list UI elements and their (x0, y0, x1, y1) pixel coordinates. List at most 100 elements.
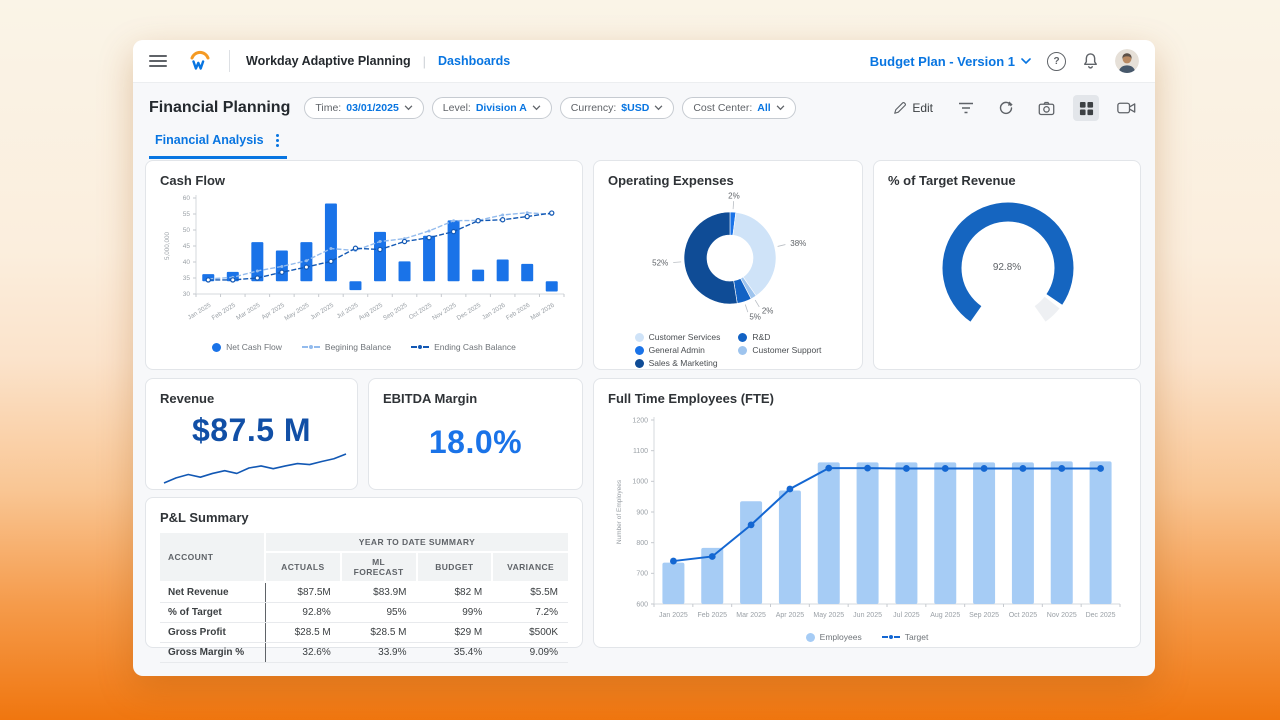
svg-text:Apr 2025: Apr 2025 (776, 612, 805, 619)
svg-text:800: 800 (636, 540, 648, 547)
legend-sales-marketing: Sales & Marketing (634, 358, 721, 368)
camera-icon (1038, 101, 1054, 115)
pencil-icon (894, 101, 907, 114)
tab-financial-analysis[interactable]: Financial Analysis (149, 133, 287, 159)
svg-text:700: 700 (636, 571, 648, 578)
avatar[interactable] (1115, 49, 1139, 73)
dashboard-window: Workday Adaptive Planning | Dashboards B… (133, 40, 1155, 676)
svg-text:May 2025: May 2025 (283, 301, 311, 322)
svg-text:Number of Employees: Number of Employees (616, 479, 623, 544)
target-revenue-card: % of Target Revenue 92.8% (873, 160, 1141, 370)
nav-dashboards-link[interactable]: Dashboards (438, 54, 511, 68)
svg-text:Jul 2025: Jul 2025 (336, 301, 360, 320)
filter-currency[interactable]: Currency: $USD (559, 97, 675, 119)
refresh-button[interactable] (993, 95, 1019, 121)
menu-icon[interactable] (149, 55, 167, 67)
help-button[interactable]: ? (1047, 51, 1066, 71)
svg-text:Jan 2025: Jan 2025 (187, 302, 213, 322)
chevron-down-icon (404, 105, 413, 111)
svg-text:2%: 2% (728, 192, 740, 201)
svg-text:Aug 2025: Aug 2025 (930, 612, 960, 619)
svg-text:Aug 2025: Aug 2025 (357, 301, 384, 321)
tab-menu-icon[interactable] (274, 133, 281, 148)
grid-view-button[interactable] (1073, 95, 1099, 121)
refresh-icon (999, 101, 1013, 115)
svg-text:5,000,000: 5,000,000 (164, 231, 171, 260)
video-camera-icon (1116, 102, 1135, 114)
edit-button[interactable]: Edit (887, 100, 939, 116)
pnl-group-header: YEAR TO DATE SUMMARY (264, 533, 568, 553)
svg-text:5%: 5% (749, 312, 761, 321)
filter-level[interactable]: Level: Division A (431, 97, 552, 119)
user-photo (1115, 49, 1139, 73)
bell-icon (1084, 53, 1097, 69)
divider (229, 50, 230, 72)
svg-text:40: 40 (183, 259, 191, 266)
filter-cost-center[interactable]: Cost Center: All (682, 97, 796, 119)
revenue-title: Revenue (160, 391, 215, 406)
presentation-button[interactable] (1113, 95, 1139, 121)
table-row: Gross Profit $28.5 M $28.5 M $29 M $500K (160, 622, 568, 643)
svg-text:Feb 2025: Feb 2025 (697, 612, 727, 619)
legend-net-cash-flow: Net Cash Flow (212, 342, 282, 352)
operating-expenses-legend: Customer Services General Admin Sales & … (608, 332, 848, 368)
table-row: % of Target 92.8% 95% 99% 7.2% (160, 602, 568, 623)
filter-time[interactable]: Time: 03/01/2025 (304, 97, 424, 119)
pnl-col-account: ACCOUNT (160, 533, 266, 583)
svg-text:1000: 1000 (632, 479, 648, 486)
svg-text:2%: 2% (762, 307, 774, 316)
ebitda-value: 18.0% (428, 424, 523, 460)
revenue-sparkline (163, 453, 347, 484)
pnl-col-actuals: ACTUALS (264, 552, 341, 583)
target-revenue-gauge (942, 202, 1074, 322)
table-row: Gross Margin % 32.6% 33.9% 35.4% 9.09% (160, 642, 568, 663)
svg-text:30: 30 (183, 291, 191, 298)
svg-text:60: 60 (183, 195, 191, 202)
svg-text:Jun 2025: Jun 2025 (309, 302, 335, 322)
svg-text:900: 900 (636, 509, 648, 516)
table-row: Net Revenue $87.5M $83.9M $82 M $5.5M (160, 582, 568, 603)
toolbar: Financial Planning Time: 03/01/2025 Level… (133, 83, 1155, 121)
legend-ending-cash-balance: Ending Cash Balance (411, 342, 516, 352)
legend-rd: R&D (738, 332, 821, 342)
filter-tool-button[interactable] (953, 95, 979, 121)
cash-flow-legend: Net Cash Flow Begining Balance Ending Ca… (160, 342, 568, 352)
target-revenue-title: % of Target Revenue (888, 173, 1016, 188)
svg-text:35: 35 (183, 275, 191, 282)
svg-text:50: 50 (183, 227, 191, 234)
revenue-value: $87.5 M (191, 412, 312, 448)
grid-icon (1079, 101, 1093, 115)
legend-customer-services: Customer Services (634, 332, 720, 342)
svg-text:45: 45 (183, 243, 191, 250)
legend-employees: Employees (805, 632, 862, 642)
pnl-table: ACCOUNT YEAR TO DATE SUMMARY ACTUALS ML … (160, 533, 568, 663)
workday-logo-icon (187, 48, 213, 74)
svg-text:Sep 2025: Sep 2025 (382, 301, 409, 321)
svg-text:600: 600 (636, 601, 648, 608)
chevron-down-icon (1021, 57, 1031, 64)
fte-chart: 600 700 800 900 1000 1100 1200 Number of Employ… (616, 417, 1121, 619)
svg-text:Jan 2026: Jan 2026 (481, 302, 507, 322)
version-selector[interactable]: Budget Plan - Version 1 (870, 54, 1031, 69)
notifications-button[interactable] (1082, 52, 1099, 70)
svg-text:Oct 2025: Oct 2025 (1009, 612, 1038, 619)
operating-expenses-card: Operating Expenses 2% 38% 2% 5% 52% Customer… (593, 160, 863, 370)
operating-expenses-donut: 2%38%2%5%52% (652, 192, 806, 322)
svg-text:Oct 2025: Oct 2025 (408, 302, 434, 322)
chevron-down-icon (532, 105, 541, 111)
svg-text:1200: 1200 (632, 417, 648, 424)
tab-bar: Financial Analysis (133, 121, 1155, 159)
app-header: Workday Adaptive Planning | Dashboards B… (133, 40, 1155, 83)
svg-text:Jun 2025: Jun 2025 (853, 612, 882, 619)
cash-flow-card: Cash Flow 30 35 40 45 50 55 60 5,000,000 Jan 202… (145, 160, 583, 370)
svg-text:May 2025: May 2025 (813, 612, 844, 619)
fte-title: Full Time Employees (FTE) (608, 391, 774, 406)
filter-icon (959, 102, 973, 114)
svg-text:Nov 2025: Nov 2025 (431, 302, 458, 322)
fte-card: Full Time Employees (FTE) 600 700 800 900 10… (593, 378, 1141, 648)
svg-text:Dec 2025: Dec 2025 (1086, 612, 1116, 619)
snapshot-button[interactable] (1033, 95, 1059, 121)
legend-target: Target (881, 632, 928, 642)
pnl-col-variance: VARIANCE (491, 552, 568, 583)
